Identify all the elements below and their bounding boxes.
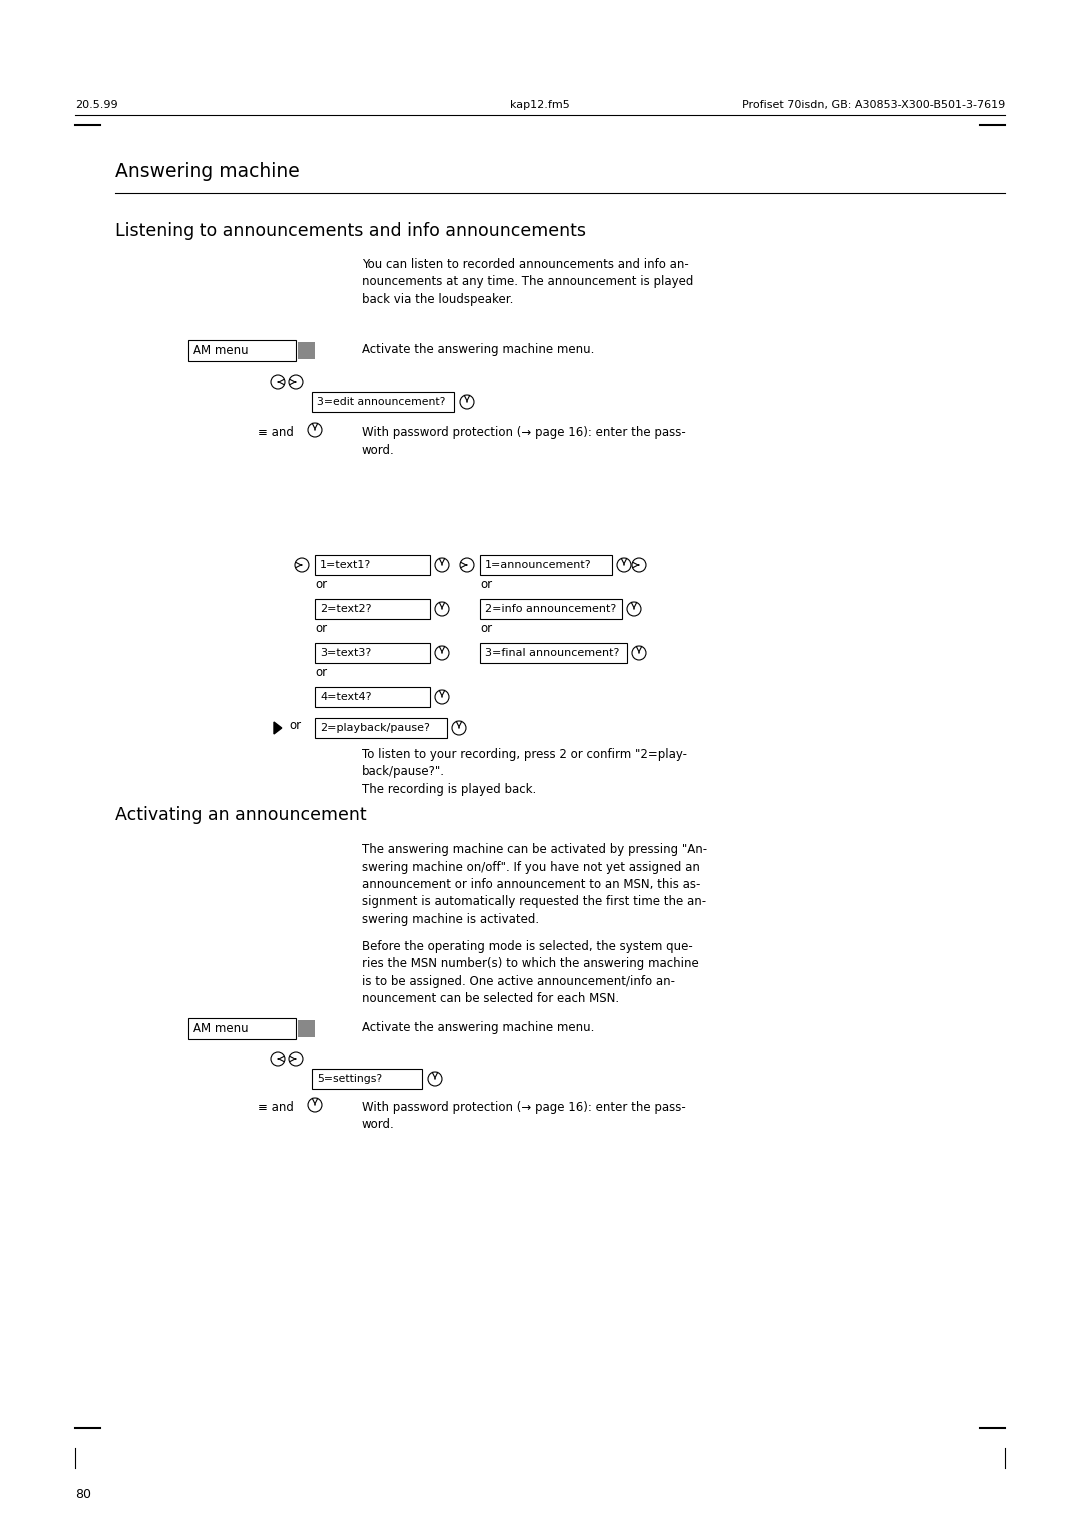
Text: or: or	[480, 622, 492, 636]
Text: Answering machine: Answering machine	[114, 162, 300, 180]
FancyBboxPatch shape	[315, 688, 430, 707]
FancyBboxPatch shape	[312, 1070, 422, 1089]
Text: Profiset 70isdn, GB: A30853-X300-B501-3-7619: Profiset 70isdn, GB: A30853-X300-B501-3-…	[742, 99, 1005, 110]
Polygon shape	[274, 723, 282, 733]
Text: Listening to announcements and info announcements: Listening to announcements and info anno…	[114, 222, 586, 240]
Text: You can listen to recorded announcements and info an-
nouncements at any time. T: You can listen to recorded announcements…	[362, 258, 693, 306]
Text: With password protection (→ page 16): enter the pass-
word.: With password protection (→ page 16): en…	[362, 426, 686, 457]
Text: The answering machine can be activated by pressing "An-
swering machine on/off".: The answering machine can be activated b…	[362, 843, 707, 926]
Text: 80: 80	[75, 1488, 91, 1500]
Text: 5=settings?: 5=settings?	[318, 1074, 382, 1083]
Text: 1=announcement?: 1=announcement?	[485, 559, 592, 570]
FancyBboxPatch shape	[480, 555, 612, 575]
Text: or: or	[315, 666, 327, 678]
FancyBboxPatch shape	[298, 342, 315, 359]
Text: 3=text3?: 3=text3?	[320, 648, 372, 659]
FancyBboxPatch shape	[480, 599, 622, 619]
FancyBboxPatch shape	[480, 643, 627, 663]
Text: Activate the answering machine menu.: Activate the answering machine menu.	[362, 1021, 594, 1034]
Text: ≡ and: ≡ and	[258, 1102, 294, 1114]
Text: 4=text4?: 4=text4?	[320, 692, 372, 701]
Text: To listen to your recording, press 2 or confirm "2=play-
back/pause?".
The recor: To listen to your recording, press 2 or …	[362, 749, 687, 796]
Text: AM menu: AM menu	[193, 1022, 248, 1034]
Text: AM menu: AM menu	[193, 344, 248, 358]
Text: 20.5.99: 20.5.99	[75, 99, 118, 110]
Text: With password protection (→ page 16): enter the pass-
word.: With password protection (→ page 16): en…	[362, 1102, 686, 1132]
FancyBboxPatch shape	[298, 1021, 315, 1038]
Text: 3=final announcement?: 3=final announcement?	[485, 648, 619, 659]
Text: Activating an announcement: Activating an announcement	[114, 805, 366, 824]
Text: 2=text2?: 2=text2?	[320, 604, 372, 614]
Text: 3=edit announcement?: 3=edit announcement?	[318, 397, 445, 406]
FancyBboxPatch shape	[315, 718, 447, 738]
Text: 1=text1?: 1=text1?	[320, 559, 372, 570]
FancyBboxPatch shape	[315, 599, 430, 619]
Text: 2=playback/pause?: 2=playback/pause?	[320, 723, 430, 733]
Text: or: or	[480, 578, 492, 591]
Text: or: or	[315, 622, 327, 636]
Text: ≡ and: ≡ and	[258, 426, 294, 439]
Text: or: or	[315, 578, 327, 591]
Text: 2=info announcement?: 2=info announcement?	[485, 604, 617, 614]
Text: Activate the answering machine menu.: Activate the answering machine menu.	[362, 342, 594, 356]
Text: kap12.fm5: kap12.fm5	[510, 99, 570, 110]
FancyBboxPatch shape	[188, 1018, 296, 1039]
FancyBboxPatch shape	[188, 341, 296, 361]
FancyBboxPatch shape	[312, 393, 454, 413]
FancyBboxPatch shape	[315, 555, 430, 575]
Text: Before the operating mode is selected, the system que-
ries the MSN number(s) to: Before the operating mode is selected, t…	[362, 940, 699, 1005]
Text: or: or	[289, 720, 301, 732]
FancyBboxPatch shape	[315, 643, 430, 663]
